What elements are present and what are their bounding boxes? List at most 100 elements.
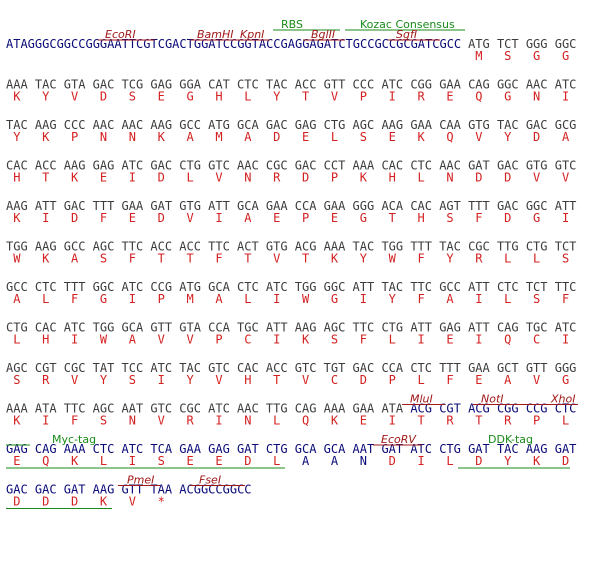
amino-acid: D <box>475 171 482 185</box>
sequence-token: GAC <box>6 483 28 497</box>
sequence-token: CTC <box>497 280 519 294</box>
amino-acid: K <box>71 171 79 185</box>
amino-acid: I <box>158 373 165 387</box>
sequence-token: ATC <box>64 321 86 335</box>
amino-acid: I <box>475 333 482 347</box>
sequence-token: GCT <box>497 361 519 375</box>
amino-acid: R <box>504 414 512 428</box>
amino-acid: D <box>158 171 165 185</box>
amino-acid: V <box>158 414 165 428</box>
amino-acid: Q <box>42 454 49 468</box>
sequence-token: TCA <box>150 442 172 456</box>
amino-acid: D <box>475 454 482 468</box>
sequence-token: CTG <box>6 321 28 335</box>
amino-acid: K <box>42 130 50 144</box>
amino-acid: K <box>13 90 21 104</box>
amino-acid: V <box>331 90 338 104</box>
amino-acid: A <box>13 292 21 306</box>
amino-acid: T <box>302 90 309 104</box>
sequence-token: CTC <box>410 361 432 375</box>
sequence-token: ATA <box>381 402 403 416</box>
sequence-token: GAT <box>468 442 490 456</box>
amino-acid: S <box>100 414 107 428</box>
sequence-token: TCT <box>497 37 519 51</box>
amino-acid: I <box>215 211 222 225</box>
amino-acid: L <box>13 333 20 347</box>
sequence-token: GGC <box>324 280 346 294</box>
sequence-token: TAC <box>497 442 519 456</box>
sequence-token: CTC <box>237 78 259 92</box>
amino-acid: A <box>187 130 195 144</box>
sequence-token: GAG <box>93 159 115 173</box>
sequence-token: ACC <box>295 78 317 92</box>
sequence-token: TGG <box>93 321 115 335</box>
sequence-token: AAC <box>237 402 259 416</box>
amino-acid: K <box>331 252 339 266</box>
amino-acid: Q <box>302 414 309 428</box>
sequence-token: ACC <box>266 361 288 375</box>
amino-acid: A <box>215 292 223 306</box>
sequence-token: AAG <box>64 159 86 173</box>
amino-acid: S <box>533 292 540 306</box>
amino-acid: L <box>418 171 425 185</box>
sequence-token: AAT <box>122 402 144 416</box>
sequence-token: ACC <box>179 240 201 254</box>
amino-acid: A <box>302 454 310 468</box>
amino-acid: K <box>302 333 310 347</box>
amino-acid: I <box>215 414 222 428</box>
amino-acid: I <box>273 292 280 306</box>
sequence-token: GTG <box>468 118 490 132</box>
amino-acid: D <box>562 454 569 468</box>
amino-acid: Y <box>42 90 50 104</box>
sequence-token: ATT <box>353 280 375 294</box>
sequence-token: GAA <box>468 361 490 375</box>
amino-acid: S <box>504 49 511 63</box>
amino-acid: S <box>129 90 136 104</box>
amino-acid: L <box>504 292 511 306</box>
sequence-token: GTG <box>266 240 288 254</box>
sequence-token: TGC <box>526 321 548 335</box>
amino-acid: Y <box>273 90 281 104</box>
amino-acid: T <box>158 252 165 266</box>
sequence-token: TAC <box>381 280 403 294</box>
amino-acid: V <box>215 373 222 387</box>
amino-acid: Y <box>389 292 397 306</box>
sequence-token: ATC <box>381 78 403 92</box>
sequence-token: TCT <box>555 240 577 254</box>
sequence-token: GGA <box>179 78 201 92</box>
amino-acid: I <box>129 454 136 468</box>
sequence-token: GAA <box>410 118 432 132</box>
amino-acid: E <box>389 130 396 144</box>
sequence-token: GTG <box>179 199 201 213</box>
feature-label: NotI <box>481 393 504 406</box>
amino-acid: W <box>389 252 397 266</box>
amino-acid: F <box>446 373 453 387</box>
sequence-token: GAC <box>526 118 548 132</box>
sequence-token: AAG <box>6 199 28 213</box>
sequence-token: ATC <box>208 402 230 416</box>
sequence-token: CAC <box>410 199 432 213</box>
feature-label: PmeI <box>127 474 154 487</box>
amino-acid: V <box>475 130 482 144</box>
sequence-token: ATT <box>555 199 577 213</box>
sequence-token: TAC <box>179 361 201 375</box>
amino-acid: S <box>562 252 569 266</box>
sequence-token: GGG <box>353 199 375 213</box>
sequence-line: AGC CGT CGC TAT TCC ATC TAC GTC CAC ACC … <box>6 361 577 375</box>
amino-acid: T <box>187 252 194 266</box>
sequence-token: ACG <box>295 240 317 254</box>
sequence-token: CGT <box>35 361 57 375</box>
sequence-token: ATT <box>410 321 432 335</box>
amino-acid: M <box>187 292 194 306</box>
sequence-token: TTC <box>122 240 144 254</box>
sequence-token: AAC <box>237 159 259 173</box>
sequence-token: ATG <box>179 280 201 294</box>
amino-acid: K <box>331 414 339 428</box>
amino-acid: F <box>129 252 136 266</box>
sequence-token: GAT <box>555 442 577 456</box>
amino-acid: I <box>389 90 396 104</box>
feature-label: DDK-tag <box>488 433 533 446</box>
amino-acid: I <box>418 333 425 347</box>
amino-acid: I <box>562 90 569 104</box>
sequence-token: CCA <box>381 361 403 375</box>
